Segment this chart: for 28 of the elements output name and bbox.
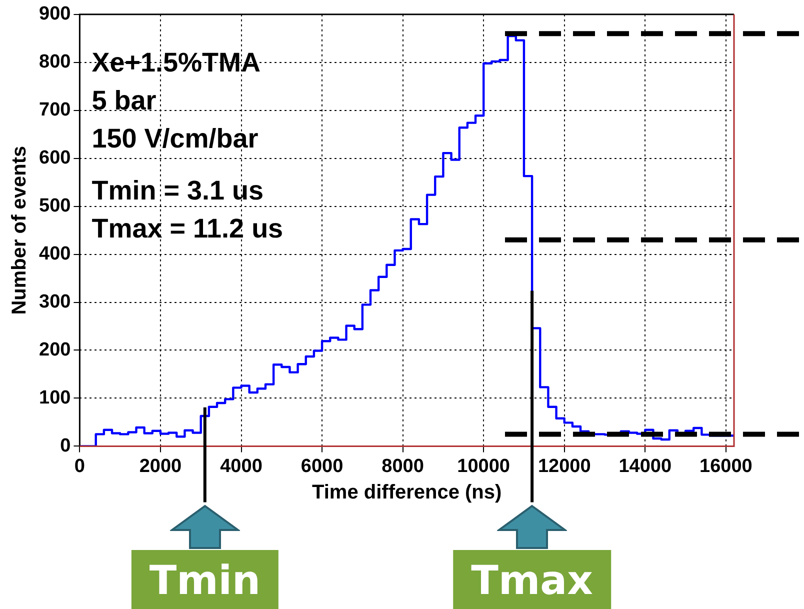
x-tick-label: 14000 bbox=[618, 456, 672, 477]
annotation: 5 bar bbox=[92, 85, 157, 116]
x-tick-label: 16000 bbox=[700, 456, 752, 477]
y-tick-label: 500 bbox=[39, 196, 71, 217]
y-tick-label: 400 bbox=[39, 244, 71, 265]
y-tick-label: 700 bbox=[39, 100, 71, 121]
y-tick-label: 0 bbox=[60, 435, 71, 456]
x-tick-label: 0 bbox=[74, 456, 85, 477]
x-tick-label: 2000 bbox=[139, 456, 182, 477]
y-tick-label: 600 bbox=[39, 148, 71, 169]
y-tick-label: 300 bbox=[39, 292, 71, 312]
x-axis-title: Time difference (ns) bbox=[312, 482, 502, 504]
annotation: Tmax = 11.2 us bbox=[92, 213, 284, 244]
ref-line-label: Tmin bbox=[131, 550, 278, 609]
x-tick-label: 8000 bbox=[382, 456, 424, 477]
x-tick-label: 6000 bbox=[300, 456, 344, 477]
y-tick-label: 900 bbox=[39, 4, 71, 25]
x-tick-label: 10000 bbox=[457, 456, 510, 477]
x-tick-label: 12000 bbox=[538, 456, 591, 477]
annotation: Xe+1.5%TMA bbox=[92, 47, 261, 78]
annotation: Tmin = 3.1 us bbox=[92, 175, 264, 206]
annotation: 150 V/cm/bar bbox=[92, 123, 259, 154]
y-tick-label: 200 bbox=[39, 339, 71, 360]
ref-line-label: Tmax bbox=[453, 550, 611, 609]
x-tick-label: 4000 bbox=[220, 456, 262, 477]
y-tick-label: 800 bbox=[39, 52, 71, 73]
y-tick-label: 100 bbox=[39, 387, 71, 408]
y-axis-title: Number of events bbox=[8, 146, 31, 315]
